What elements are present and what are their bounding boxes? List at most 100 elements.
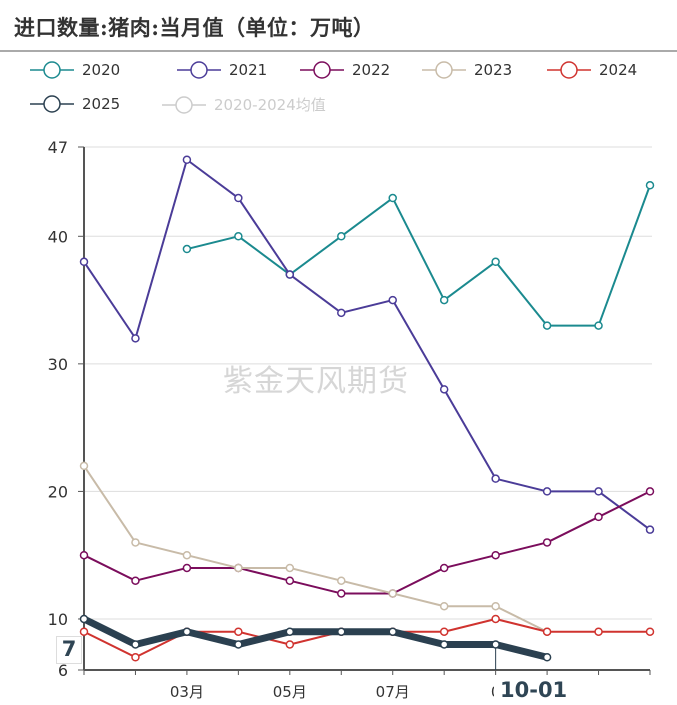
data-point <box>182 155 192 165</box>
data-point <box>594 627 603 636</box>
data-point <box>131 538 140 547</box>
data-point <box>79 627 89 636</box>
x-axis-pointer-label: 10-01 <box>494 678 574 702</box>
y-tick-label: 40 <box>48 227 68 246</box>
data-point <box>131 640 140 649</box>
legend-line-circle-icon <box>177 61 221 79</box>
data-point <box>388 627 397 636</box>
data-point <box>337 627 346 636</box>
legend-line-circle-icon <box>422 61 466 79</box>
data-point <box>491 601 500 611</box>
data-point <box>439 640 449 649</box>
data-point <box>594 487 603 496</box>
data-point <box>285 270 295 279</box>
y-tick-label: 47 <box>48 138 68 157</box>
data-point <box>234 627 243 636</box>
data-point <box>79 550 89 560</box>
data-point <box>337 589 346 598</box>
data-point <box>645 487 655 496</box>
data-point <box>182 244 192 254</box>
y-tick-label: 6 <box>58 661 68 680</box>
series-2021 <box>79 155 655 534</box>
legend-item-2025[interactable]: 2025 <box>28 94 120 114</box>
series-line <box>82 615 548 661</box>
data-point <box>388 193 397 203</box>
data-point <box>337 232 346 241</box>
data-point <box>439 295 449 305</box>
data-point <box>645 627 655 636</box>
data-point <box>542 652 552 662</box>
legend-item-2023[interactable]: 2023 <box>420 60 512 80</box>
series-2020 <box>182 181 655 330</box>
title-divider <box>0 50 677 52</box>
data-point <box>491 257 500 267</box>
series-line <box>186 184 651 327</box>
data-point <box>439 601 449 611</box>
data-point <box>182 550 192 560</box>
series-2022 <box>79 487 655 598</box>
series-2023 <box>79 461 552 636</box>
x-tick-label: 07月 <box>376 683 410 701</box>
y-axis-pointer-label: 7 <box>56 636 82 664</box>
data-point <box>285 576 295 585</box>
chart-title: 进口数量:猪肉:当月值（单位：万吨） <box>14 15 375 40</box>
data-point <box>79 257 89 267</box>
data-point <box>285 627 295 636</box>
legend-item-2024[interactable]: 2024 <box>545 60 637 80</box>
y-tick-label: 10 <box>48 610 68 629</box>
data-point <box>645 525 655 534</box>
data-point <box>234 640 243 649</box>
data-point <box>337 308 346 318</box>
series-line <box>83 465 548 633</box>
data-point <box>542 487 552 496</box>
data-point <box>491 640 500 649</box>
legend-item-2020[interactable]: 2020 <box>28 60 120 80</box>
watermark: 紫金天风期货 <box>223 364 409 399</box>
data-point <box>131 576 140 585</box>
series-line <box>83 490 651 595</box>
y-tick-label: 30 <box>48 355 68 374</box>
legend-line-circle-icon <box>547 61 591 79</box>
data-point <box>542 538 552 547</box>
data-point <box>285 563 295 573</box>
data-point <box>337 576 346 585</box>
legend-item-2020-2024均值[interactable]: 2020-2024均值 <box>160 94 326 115</box>
legend-label: 2021 <box>229 61 268 79</box>
data-point <box>182 627 192 636</box>
data-point <box>79 614 89 624</box>
legend-label: 2022 <box>352 61 391 79</box>
legend-label: 2020-2024均值 <box>214 96 326 114</box>
legend-item-2021[interactable]: 2021 <box>175 60 267 80</box>
data-point <box>234 232 243 241</box>
data-point <box>491 474 500 483</box>
legend-item-2022[interactable]: 2022 <box>298 60 390 80</box>
legend-line-circle-icon <box>30 95 74 113</box>
series-line <box>83 158 651 531</box>
data-point <box>491 614 500 624</box>
data-point <box>388 589 397 598</box>
data-point <box>182 563 192 573</box>
legend-line-circle-icon <box>300 61 344 79</box>
legend-label: 2023 <box>474 61 513 79</box>
data-point <box>285 640 295 649</box>
legend-line-circle-icon <box>30 61 74 79</box>
series-2025 <box>79 614 552 662</box>
legend-label: 2024 <box>599 61 638 79</box>
data-point <box>594 512 603 522</box>
legend-line-circle-icon <box>162 95 206 114</box>
data-point <box>388 295 397 305</box>
data-point <box>439 627 449 636</box>
x-tick-label: 03月 <box>170 683 204 701</box>
data-point <box>131 652 140 662</box>
data-point <box>234 193 243 203</box>
y-tick-label: 20 <box>48 482 68 501</box>
data-point <box>491 550 500 560</box>
data-point <box>594 321 603 330</box>
data-point <box>542 627 552 636</box>
legend-label: 2020 <box>82 61 121 79</box>
data-point <box>439 563 449 573</box>
data-point <box>234 563 243 573</box>
legend-label: 2025 <box>82 95 121 113</box>
